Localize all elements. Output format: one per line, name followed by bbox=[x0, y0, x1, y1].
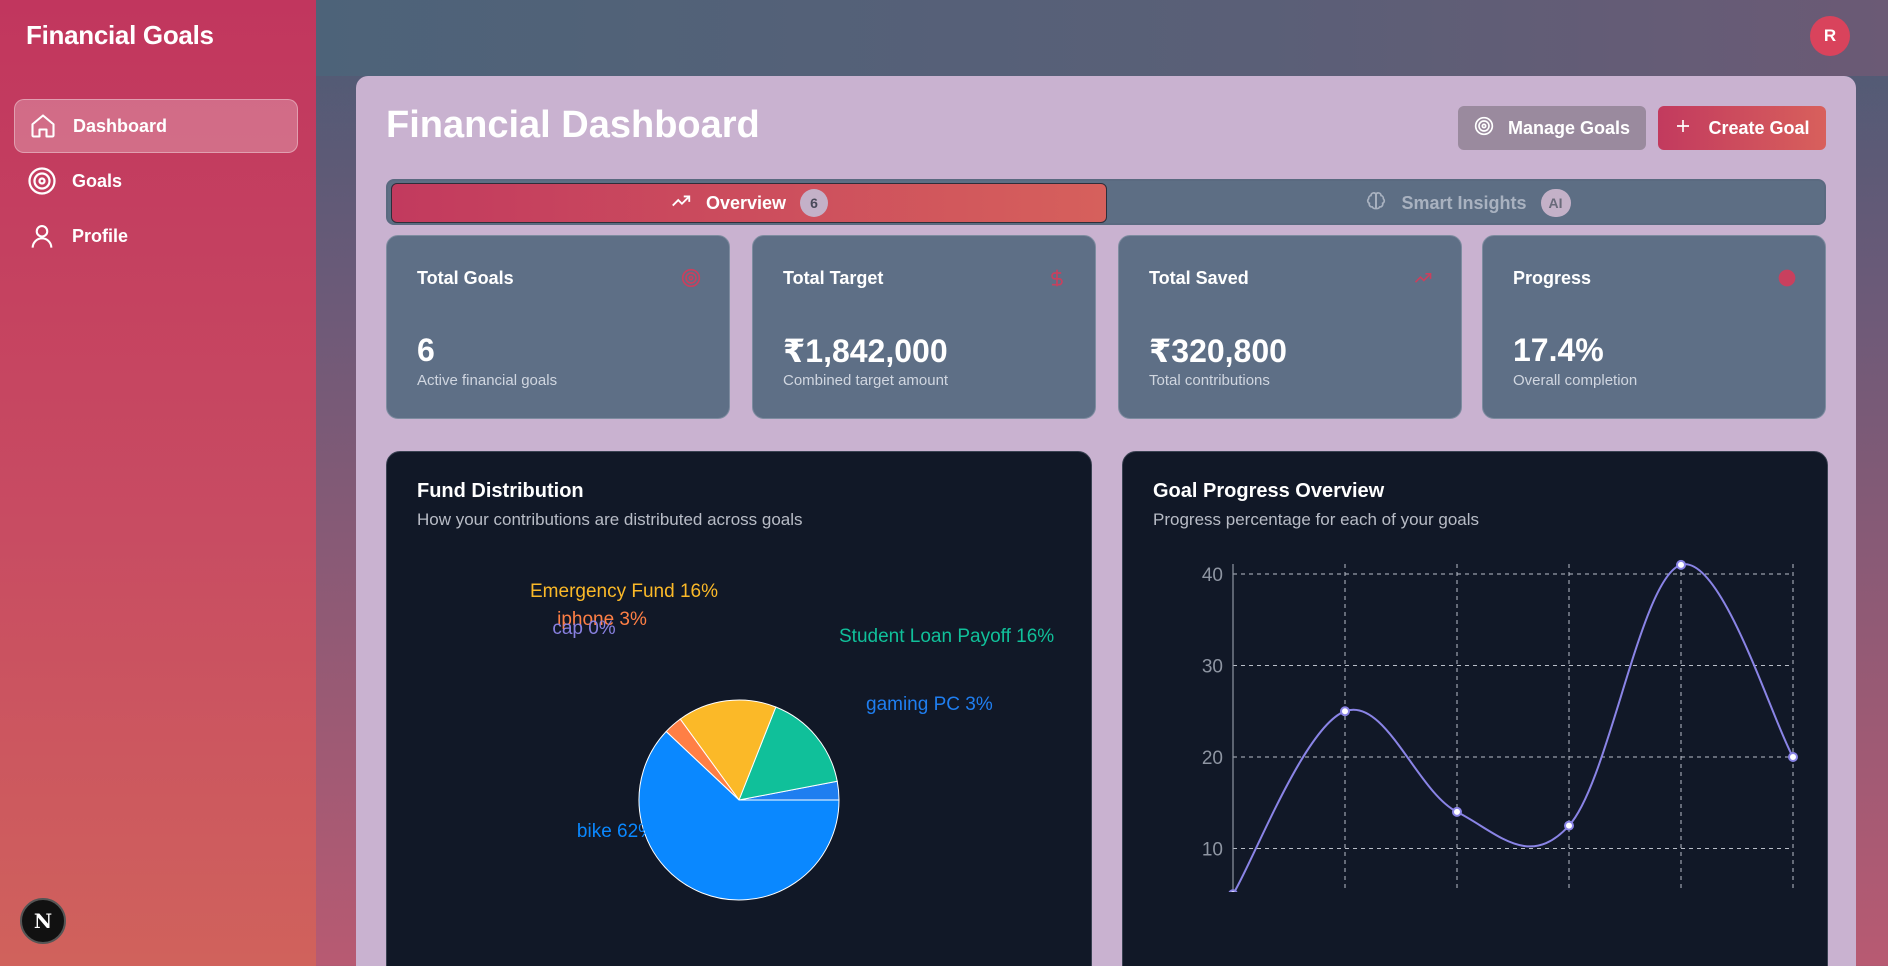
tab-label: Smart Insights bbox=[1401, 192, 1527, 213]
pie-slice[interactable] bbox=[679, 699, 777, 802]
manage-goals-button[interactable]: Manage Goals bbox=[1458, 106, 1646, 150]
sidebar-item-label: Profile bbox=[72, 225, 129, 246]
stat-value: ₹320,800 bbox=[1149, 333, 1287, 369]
dollar-icon bbox=[1047, 268, 1067, 288]
pie-slice[interactable] bbox=[638, 730, 840, 901]
series-line bbox=[1233, 563, 1794, 892]
tab-smart-insights[interactable]: Smart Insights AI bbox=[1110, 183, 1826, 223]
tab-bar: Overview 6 Smart Insights AI bbox=[386, 179, 1826, 225]
ai-badge: AI bbox=[1540, 189, 1571, 217]
data-point[interactable] bbox=[1788, 752, 1798, 762]
line-chart: 010203040Student Loan Payoffiphonecapbik… bbox=[1202, 559, 1798, 892]
target-icon bbox=[681, 268, 701, 288]
stat-subtitle: Overall completion bbox=[1513, 372, 1638, 389]
tab-label: Overview bbox=[705, 192, 787, 213]
pie-slices bbox=[638, 699, 840, 901]
target-icon bbox=[26, 165, 58, 197]
stat-value: ₹1,842,000 bbox=[783, 333, 948, 369]
y-tick-label: 40 bbox=[1202, 565, 1223, 586]
stat-card-progress: Progress 17.4% Overall completion bbox=[1482, 235, 1826, 419]
plus-icon bbox=[1674, 117, 1692, 140]
data-point[interactable] bbox=[1452, 806, 1462, 817]
pie-slice[interactable] bbox=[738, 706, 838, 801]
data-point[interactable] bbox=[1228, 889, 1238, 892]
y-tick-label: 30 bbox=[1202, 657, 1223, 678]
stat-subtitle: Total contributions bbox=[1149, 372, 1270, 389]
data-point[interactable] bbox=[1564, 820, 1574, 831]
stat-subtitle: Active financial goals bbox=[417, 372, 558, 389]
sidebar-nav: Dashboard Goals Profile bbox=[14, 99, 298, 264]
framework-badge[interactable]: N bbox=[20, 898, 66, 944]
count-badge: 6 bbox=[800, 189, 829, 217]
user-icon bbox=[26, 220, 58, 252]
target-icon bbox=[1474, 116, 1494, 141]
pie-label: bike 62% bbox=[577, 821, 655, 842]
pie-labels: Emergency Fund 16% iphone 3%cap 0% Student… bbox=[530, 581, 1054, 842]
stat-title: Total Goals bbox=[417, 268, 514, 288]
stat-value: 6 bbox=[417, 332, 435, 368]
sidebar-item-label: Goals bbox=[72, 170, 123, 191]
pie-label: iphone 3% bbox=[557, 609, 647, 630]
avatar[interactable]: R bbox=[1810, 16, 1850, 56]
topbar: R bbox=[316, 0, 1888, 76]
stat-card-total-goals: Total Goals 6 Active financial goals bbox=[386, 235, 730, 419]
stat-card-total-saved: Total Saved ₹320,800 Total contributions bbox=[1118, 235, 1462, 419]
circle-icon bbox=[1777, 268, 1797, 288]
sidebar-item-dashboard[interactable]: Dashboard bbox=[14, 99, 298, 153]
main-panel: Financial Dashboard Manage Goals Create … bbox=[356, 76, 1856, 966]
pie-label: cap 0% bbox=[552, 618, 615, 639]
sidebar-item-profile[interactable]: Profile bbox=[14, 209, 298, 263]
pie-label: gaming PC 3% bbox=[866, 694, 993, 715]
chart-subtitle: Progress percentage for each of your goa… bbox=[1153, 510, 1480, 529]
chart-title: Fund Distribution bbox=[417, 480, 584, 502]
pie-label: Student Loan Payoff 16% bbox=[839, 626, 1054, 647]
stat-title: Progress bbox=[1513, 268, 1592, 288]
goal-progress-card: Goal Progress Overview Progress percenta… bbox=[1122, 451, 1828, 966]
sidebar-item-goals[interactable]: Goals bbox=[14, 154, 298, 208]
create-goal-button[interactable]: Create Goal bbox=[1658, 106, 1826, 150]
trending-up-icon bbox=[1413, 268, 1433, 288]
manage-goals-label: Manage Goals bbox=[1507, 117, 1631, 138]
page-title: Financial Dashboard bbox=[386, 104, 760, 146]
tab-overview[interactable]: Overview 6 bbox=[391, 183, 1107, 223]
fund-distribution-card: Fund Distribution How your contributions… bbox=[386, 451, 1092, 966]
trending-up-icon bbox=[670, 190, 692, 217]
create-goal-label: Create Goal bbox=[1708, 117, 1810, 138]
chart-subtitle: How your contributions are distributed a… bbox=[417, 510, 803, 529]
data-point[interactable] bbox=[1340, 706, 1350, 717]
brain-icon bbox=[1365, 190, 1387, 217]
y-tick-label: 10 bbox=[1202, 840, 1223, 861]
stat-value: 17.4% bbox=[1513, 332, 1604, 368]
pie-label: Emergency Fund 16% bbox=[530, 581, 718, 602]
data-point[interactable] bbox=[1676, 559, 1686, 570]
stat-card-total-target: Total Target ₹1,842,000 Combined target … bbox=[752, 235, 1096, 419]
pie-chart: Emergency Fund 16% iphone 3%cap 0% Student… bbox=[530, 581, 1054, 901]
stat-title: Total Saved bbox=[1149, 268, 1249, 288]
sidebar-item-label: Dashboard bbox=[73, 115, 168, 136]
app-brand[interactable]: Financial Goals bbox=[26, 20, 214, 50]
stat-subtitle: Combined target amount bbox=[783, 372, 949, 389]
stat-title: Total Target bbox=[783, 268, 884, 288]
home-icon bbox=[27, 110, 59, 142]
y-tick-label: 20 bbox=[1202, 748, 1223, 769]
sidebar: Financial Goals Dashboard Goals Profile … bbox=[0, 0, 316, 966]
chart-title: Goal Progress Overview bbox=[1153, 480, 1385, 502]
